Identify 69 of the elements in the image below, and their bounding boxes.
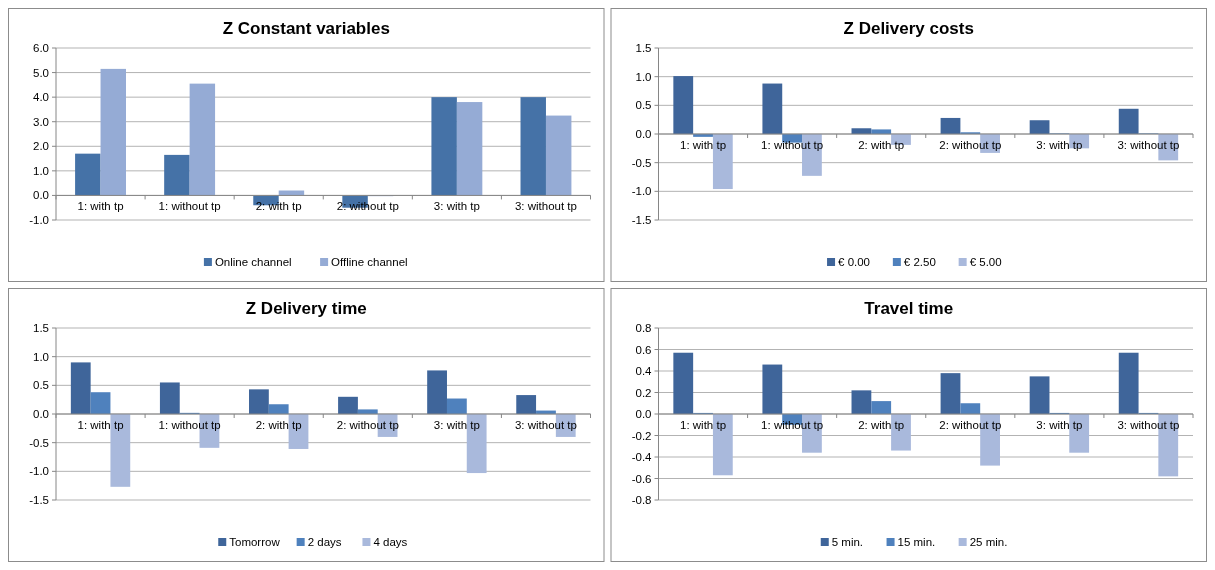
x-tick-label: 1: with tp <box>680 139 727 151</box>
legend-label: € 0.00 <box>838 256 871 268</box>
y-tick-label: 2.0 <box>33 140 49 153</box>
legend-label: 5 min. <box>831 536 864 548</box>
y-tick-label: 1.5 <box>33 322 49 335</box>
y-tick-label: 4.0 <box>33 91 49 104</box>
y-tick-label: 0.2 <box>635 386 652 399</box>
x-tick-label: 1: without tp <box>158 419 221 431</box>
legend-label: 25 min. <box>969 536 1008 548</box>
y-tick-label: 0.0 <box>635 128 652 141</box>
x-tick-label: 2: without tp <box>336 419 399 431</box>
y-tick-label: -0.5 <box>631 156 652 169</box>
y-tick-label: 1.5 <box>635 42 652 55</box>
chart-title: Z Constant variables <box>222 19 390 38</box>
legend-label: 15 min. <box>897 536 936 548</box>
x-tick-label: 3: without tp <box>514 419 577 431</box>
x-tick-label: 2: without tp <box>939 139 1002 151</box>
y-tick-label: -0.6 <box>631 472 652 485</box>
y-tick-label: -0.8 <box>631 494 652 507</box>
y-tick-label: -1.5 <box>631 214 652 227</box>
x-tick-label: 1: with tp <box>680 419 727 431</box>
y-tick-label: -1.5 <box>29 494 49 507</box>
legend-label: Offline channel <box>331 256 408 268</box>
y-tick-label: -1.0 <box>29 214 49 227</box>
x-tick-label: 2: without tp <box>939 419 1002 431</box>
y-tick-label: -0.4 <box>631 451 653 464</box>
x-tick-label: 2: without tp <box>336 200 399 213</box>
chart-title: Z Delivery time <box>245 299 367 318</box>
y-tick-label: 0.0 <box>33 189 49 202</box>
y-tick-label: 1.0 <box>33 350 49 363</box>
x-tick-label: 3: with tp <box>1036 139 1083 151</box>
legend-label: 4 days <box>373 536 408 548</box>
y-tick-label: -1.0 <box>631 185 652 198</box>
legend-label: 2 days <box>307 536 342 548</box>
x-tick-label: 3: without tp <box>514 200 577 213</box>
y-tick-label: 0.0 <box>635 408 652 421</box>
y-tick-label: 0.6 <box>635 343 652 356</box>
y-tick-label: 1.0 <box>635 70 652 83</box>
x-tick-label: 3: with tp <box>433 200 480 213</box>
x-tick-label: 1: with tp <box>77 200 124 213</box>
x-tick-label: 3: with tp <box>1036 419 1083 431</box>
x-tick-label: 2: with tp <box>858 139 905 151</box>
x-tick-label: 3: with tp <box>433 419 480 431</box>
x-tick-label: 3: without tp <box>1117 139 1180 151</box>
x-tick-label: 3: without tp <box>1117 419 1180 431</box>
y-tick-label: -1.0 <box>29 465 49 478</box>
y-tick-label: 0.0 <box>33 408 49 421</box>
y-tick-label: 3.0 <box>33 115 49 128</box>
chart-title: Travel time <box>864 299 954 318</box>
x-tick-label: 1: without tp <box>761 419 824 431</box>
y-tick-label: 1.0 <box>33 164 49 177</box>
x-tick-label: 1: with tp <box>77 419 124 431</box>
legend-label: € 5.00 <box>969 256 1002 268</box>
x-tick-label: 2: with tp <box>255 419 302 431</box>
y-tick-label: 0.5 <box>635 99 652 112</box>
y-tick-label: 5.0 <box>33 66 49 79</box>
y-tick-label: 0.4 <box>635 365 653 378</box>
x-tick-label: 1: without tp <box>761 139 824 151</box>
legend-label: Tomorrow <box>229 536 281 548</box>
legend-label: € 2.50 <box>903 256 936 268</box>
chart-title: Z Delivery costs <box>843 19 974 38</box>
y-tick-label: 0.5 <box>33 379 49 392</box>
y-tick-label: -0.2 <box>631 429 652 442</box>
x-tick-label: 1: without tp <box>158 200 221 213</box>
y-tick-label: -0.5 <box>29 436 49 449</box>
x-tick-label: 2: with tp <box>858 419 905 431</box>
y-tick-label: 6.0 <box>33 42 49 55</box>
y-tick-label: 0.8 <box>635 322 652 335</box>
legend-label: Online channel <box>214 256 292 268</box>
